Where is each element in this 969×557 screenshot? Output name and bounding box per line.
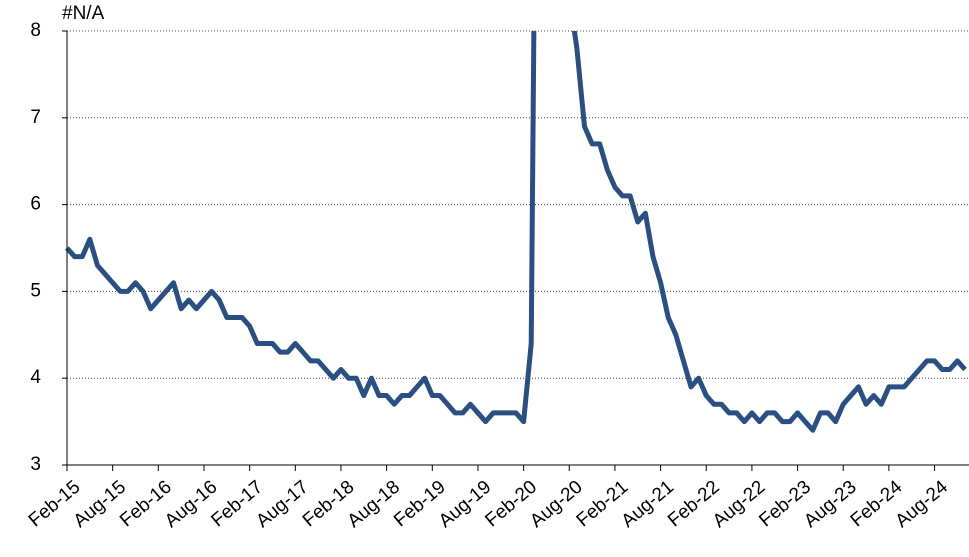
annotation: #N/A [62, 3, 105, 24]
x-tick-label: Aug-18 [344, 477, 404, 532]
y-tick-label: 6 [30, 194, 41, 215]
grid [67, 30, 969, 379]
x-tick-label: Aug-23 [800, 477, 860, 532]
y-tick-label: 5 [30, 280, 41, 301]
line-series [65, 31, 967, 433]
x-tick-label: Aug-17 [252, 477, 312, 532]
y-tick-label: 3 [30, 454, 41, 475]
y-tick-label: 7 [30, 107, 41, 128]
y-tick-label: 4 [30, 367, 41, 388]
x-tick-label: Aug-20 [526, 477, 586, 532]
x-tick-label: Aug-22 [709, 477, 769, 532]
x-tick-label: Aug-16 [161, 477, 221, 532]
y-tick-label: 8 [30, 20, 41, 41]
x-tick-label: Aug-21 [618, 477, 678, 532]
x-tick-label: Aug-24 [892, 476, 953, 532]
x-tick-label: Aug-15 [70, 477, 130, 532]
plot-area [65, 31, 967, 433]
x-tick-label: Aug-19 [435, 477, 495, 532]
